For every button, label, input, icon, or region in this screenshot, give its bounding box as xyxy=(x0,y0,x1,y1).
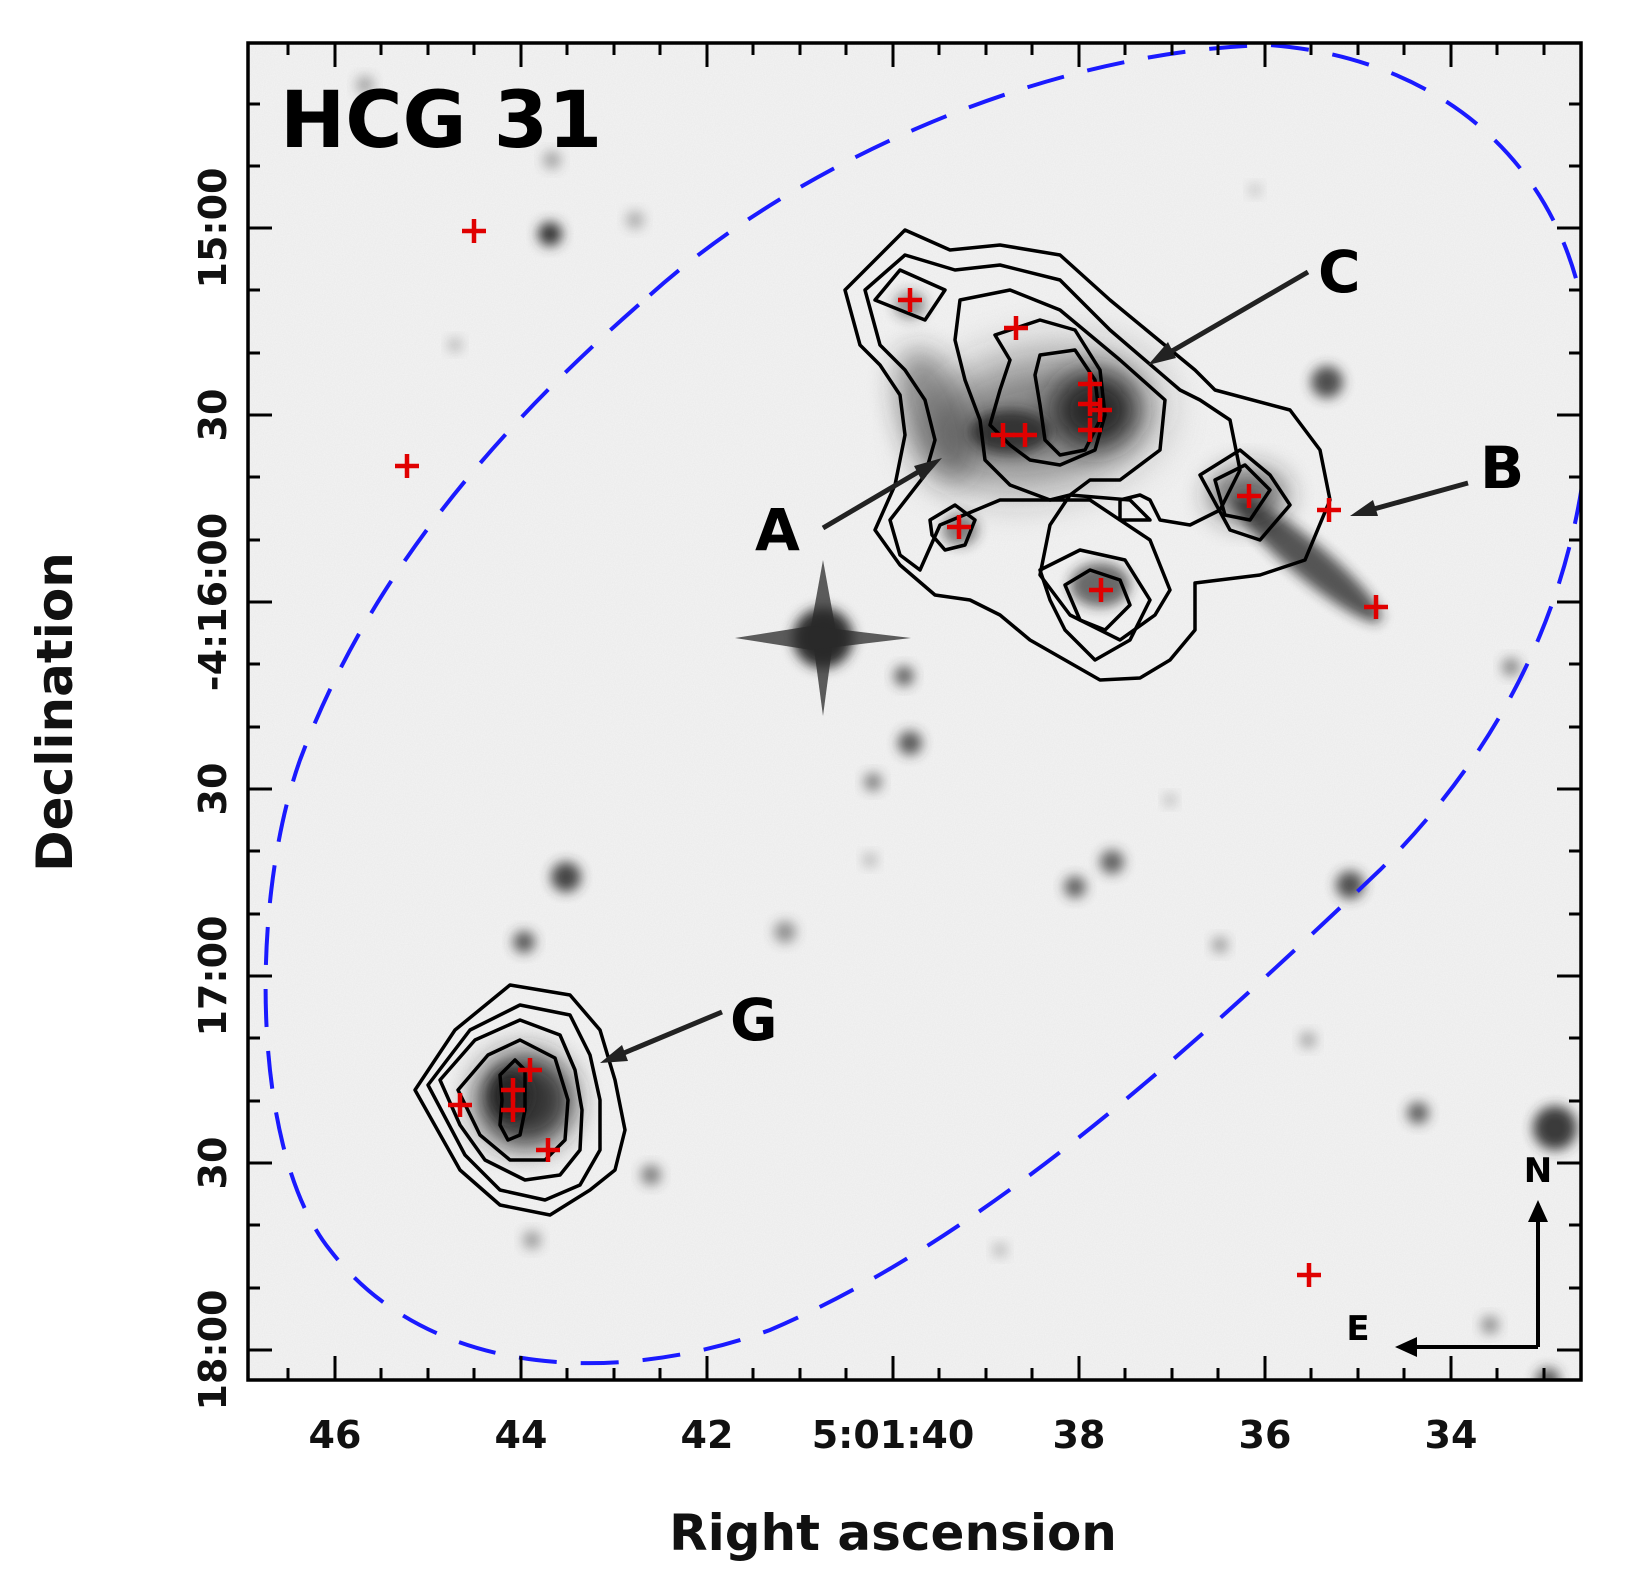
source-cross xyxy=(1297,1263,1321,1287)
source-cross xyxy=(518,1058,542,1082)
source-cross xyxy=(1004,316,1028,340)
y-tick-label: -4:16:00 xyxy=(191,513,235,691)
x-tick-label: 36 xyxy=(1239,1413,1292,1457)
y-tick-label: 15:00 xyxy=(191,168,235,289)
plot-frame xyxy=(246,41,1583,1382)
source-cross xyxy=(1237,484,1261,508)
x-axis-title: Right ascension xyxy=(669,1504,1117,1562)
source-cross xyxy=(501,1098,525,1122)
source-cross xyxy=(448,1093,472,1117)
source-cross xyxy=(1364,595,1388,619)
source-cross xyxy=(395,454,419,478)
source-cross xyxy=(462,219,486,243)
y-tick-labels: 15:00 30 -4:16:00 30 17:00 30 18:00 xyxy=(191,168,235,1411)
field-stars xyxy=(356,76,1577,1380)
source-cross xyxy=(1088,398,1112,422)
x-tick-label: 38 xyxy=(1053,1413,1106,1457)
plot-title: HCG 31 xyxy=(280,76,602,166)
x-tick-labels: 46 44 42 5:01:40 38 36 34 xyxy=(309,1413,1478,1457)
source-markers xyxy=(395,219,1388,1287)
galaxy-label-b: B xyxy=(1480,434,1524,502)
source-cross xyxy=(898,288,922,312)
axis-ticks xyxy=(248,43,1581,1380)
source-cross xyxy=(947,515,971,539)
galaxy-label-c: C xyxy=(1318,238,1361,306)
x-tick-label: 44 xyxy=(495,1413,548,1457)
galaxy-annotations: C A B G xyxy=(600,238,1524,1063)
source-cross xyxy=(1089,578,1113,602)
x-tick-label: 42 xyxy=(681,1413,734,1457)
y-tick-label: 30 xyxy=(191,763,235,816)
x-tick-label: 46 xyxy=(309,1413,362,1457)
image-noise xyxy=(248,43,1581,1380)
contour-lines xyxy=(413,228,1332,1217)
source-cross xyxy=(1078,418,1102,442)
source-cross xyxy=(536,1138,560,1162)
x-tick-label: 34 xyxy=(1425,1413,1478,1457)
y-tick-label: 17:00 xyxy=(191,916,235,1037)
y-tick-label: 18:00 xyxy=(191,1290,235,1411)
y-tick-label: 30 xyxy=(191,1137,235,1190)
compass: N E xyxy=(1346,1151,1552,1357)
galaxy-label-g: G xyxy=(730,986,778,1054)
y-axis-title: Declination xyxy=(26,552,84,872)
compass-north-label: N xyxy=(1524,1151,1552,1191)
source-cross xyxy=(1317,498,1341,522)
x-tick-label: 5:01:40 xyxy=(812,1413,975,1457)
aperture-dashed-outline xyxy=(263,43,1581,1366)
compass-east-label: E xyxy=(1346,1309,1369,1349)
y-tick-label: 30 xyxy=(191,389,235,442)
source-cross xyxy=(1013,423,1037,447)
galaxy-label-a: A xyxy=(755,496,800,564)
source-cross xyxy=(991,423,1015,447)
bright-star xyxy=(735,560,911,716)
